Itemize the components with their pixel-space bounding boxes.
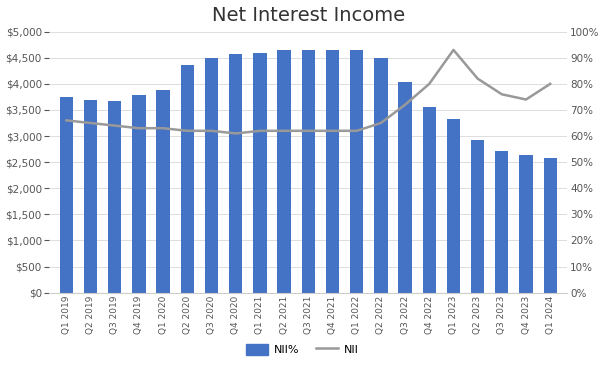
Bar — [471, 140, 485, 293]
NII — [546, 82, 554, 86]
Bar — [302, 50, 315, 293]
NII — [111, 123, 119, 128]
NII — [474, 76, 482, 81]
NII — [305, 128, 312, 133]
NII — [522, 97, 529, 102]
Title: Net Interest Income: Net Interest Income — [212, 5, 405, 24]
Bar — [157, 89, 170, 293]
NII — [232, 131, 240, 136]
Bar — [253, 53, 267, 293]
Bar — [447, 119, 460, 293]
Bar — [60, 97, 73, 293]
Bar — [205, 58, 218, 293]
NII — [136, 126, 143, 130]
Bar — [399, 82, 412, 293]
Bar — [519, 155, 532, 293]
NII — [63, 118, 70, 123]
NII — [353, 128, 361, 133]
NII — [450, 48, 457, 52]
Bar — [374, 58, 388, 293]
Bar — [132, 95, 146, 293]
NII — [426, 82, 433, 86]
Bar — [278, 50, 291, 293]
NII — [402, 103, 409, 107]
NII — [329, 128, 336, 133]
NII — [184, 128, 191, 133]
NII — [87, 121, 94, 125]
NII — [208, 128, 215, 133]
NII — [281, 128, 288, 133]
Bar — [495, 151, 508, 293]
NII — [498, 92, 505, 96]
NII — [378, 121, 385, 125]
Bar — [181, 65, 194, 293]
Bar — [326, 50, 339, 293]
Bar — [423, 107, 436, 293]
Bar — [229, 54, 243, 293]
Bar — [84, 100, 97, 293]
NII — [160, 126, 167, 130]
Bar — [543, 158, 557, 293]
Line: NII: NII — [67, 50, 550, 134]
Bar — [350, 50, 364, 293]
Legend: NII%, NII: NII%, NII — [242, 339, 363, 360]
Bar — [108, 101, 122, 293]
NII — [257, 128, 264, 133]
